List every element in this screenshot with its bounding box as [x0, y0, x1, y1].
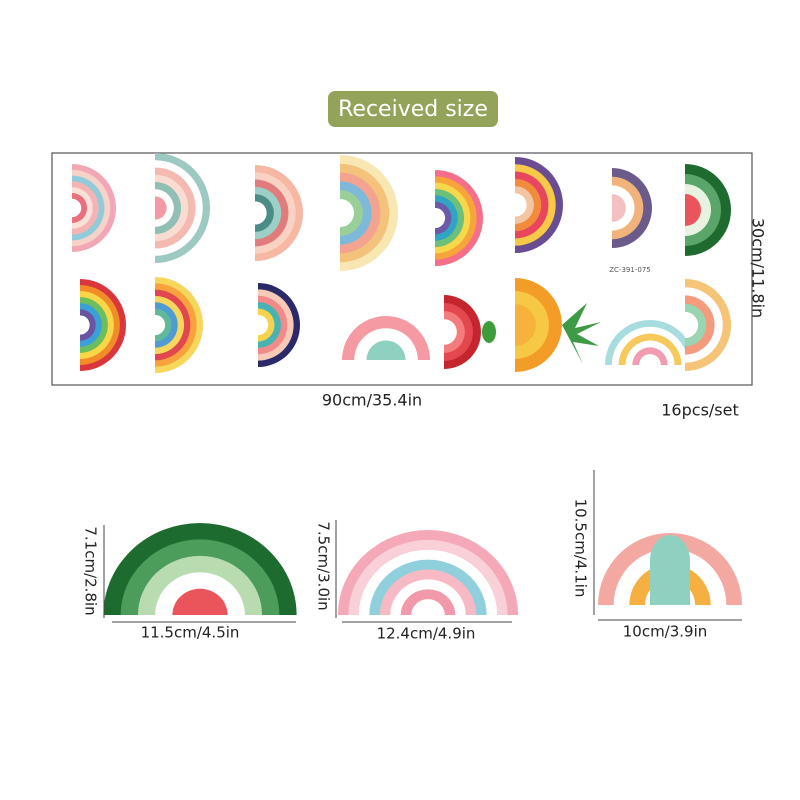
sheet-outline	[51, 152, 753, 386]
detail-height: 10.5cm/4.1in	[572, 499, 590, 598]
detail-height: 7.5cm/3.0in	[315, 521, 333, 610]
detail-width: 12.4cm/4.9in	[377, 625, 476, 643]
sticker-band	[612, 194, 626, 222]
sticker-band	[685, 194, 701, 226]
sticker-band	[80, 315, 90, 335]
sticker-band	[444, 319, 457, 345]
sticker-band	[72, 198, 82, 218]
sticker-band	[411, 599, 445, 615]
sticker-band	[562, 303, 601, 364]
title-badge	[328, 91, 498, 127]
sticker-band	[172, 588, 228, 615]
sticker-band	[255, 201, 267, 225]
product-code: ZC-391-075	[609, 266, 650, 274]
detail-width: 11.5cm/4.5in	[141, 624, 240, 642]
sticker-band	[435, 207, 446, 229]
sticker-band	[685, 311, 699, 339]
sheet-width: 90cm/35.4in	[322, 391, 422, 410]
detail-height: 7.1cm/2.8in	[82, 526, 100, 615]
sticker-band	[155, 314, 166, 336]
sticker-band	[258, 314, 269, 336]
sticker-band	[650, 535, 690, 605]
detail-width: 10cm/3.9in	[623, 623, 708, 641]
sticker-band	[155, 196, 167, 220]
sticker-band	[515, 304, 536, 346]
sticker-band	[340, 198, 355, 228]
sticker-band	[639, 354, 661, 365]
sticker-band	[515, 193, 527, 217]
title: Received size	[338, 97, 488, 122]
sheet-count: 16pcs/set	[661, 401, 739, 420]
stickers	[72, 153, 742, 615]
sheet-height: 30cm/11.8in	[749, 218, 768, 318]
sticker-band	[482, 321, 496, 343]
sticker-band	[366, 340, 406, 360]
